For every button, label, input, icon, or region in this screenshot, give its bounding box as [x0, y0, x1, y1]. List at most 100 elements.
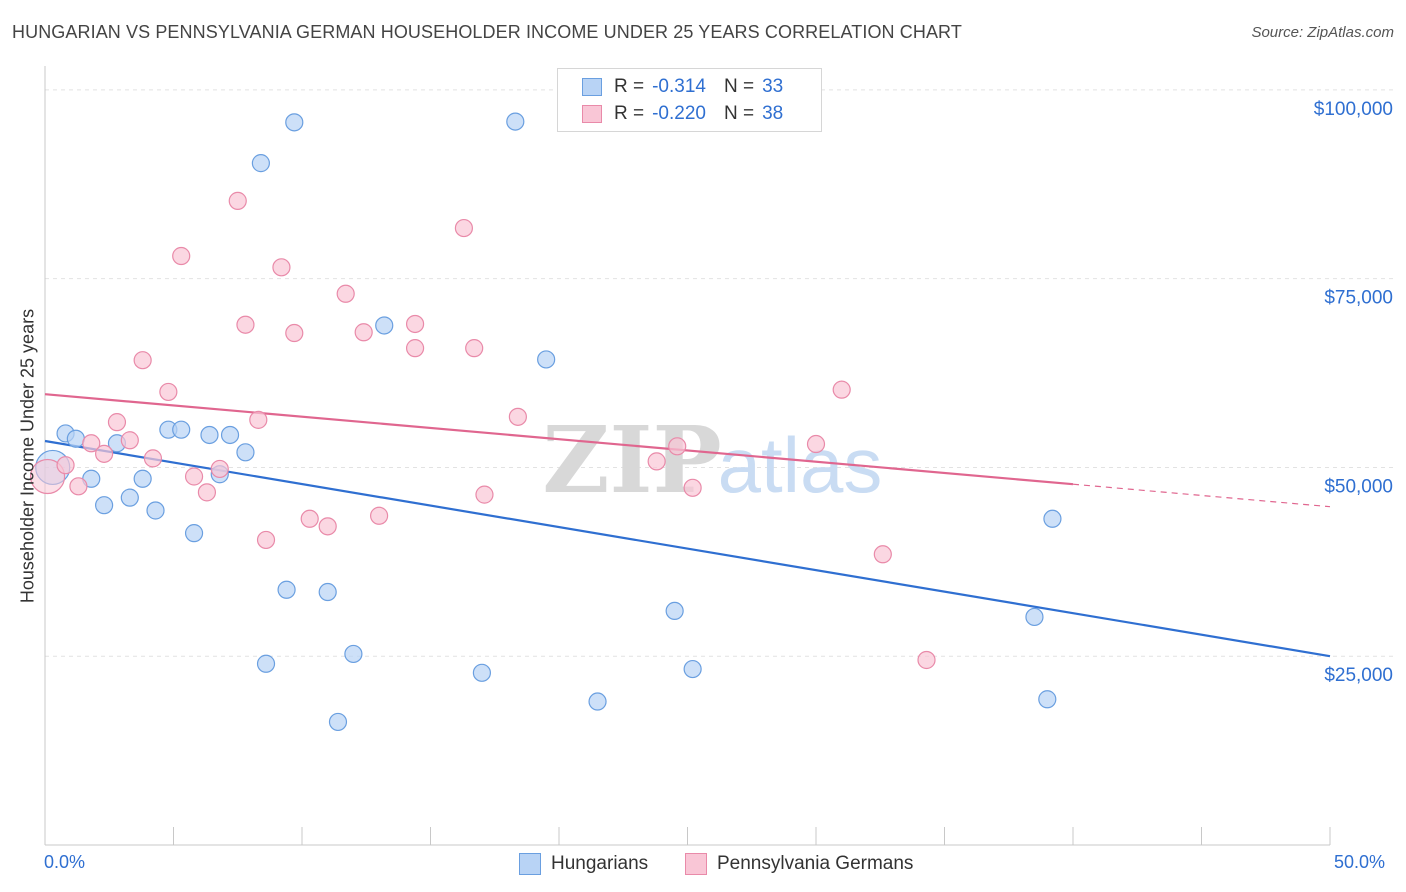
hungarian-point: [1043, 509, 1062, 528]
penn-german-point: [107, 413, 127, 432]
penn-german-point: [405, 339, 425, 358]
hungarian-point: [251, 154, 270, 173]
penn-german-point: [272, 258, 291, 277]
penn-german-point: [370, 506, 389, 525]
y-tick-label: $50,000: [1324, 476, 1393, 497]
hungarian-point: [66, 429, 85, 448]
hungarian-point: [133, 469, 152, 488]
penn-german-point: [228, 191, 247, 210]
penn-german-point: [236, 315, 255, 334]
penn-german-point: [82, 434, 101, 453]
pink-swatch: [685, 853, 707, 875]
penn-german-point: [29, 458, 66, 495]
hungarian-point: [236, 443, 255, 462]
penn-german-point: [249, 410, 268, 429]
y-tick-labels: $25,000 $50,000 $75,000 $100,000: [1314, 99, 1393, 686]
hungarian-point: [537, 350, 556, 369]
hungarian-point: [472, 663, 491, 682]
watermark: ZIP atlas: [542, 406, 882, 514]
hungarian-point: [256, 654, 276, 673]
hungarian-point: [318, 582, 337, 602]
blue-swatch: [519, 853, 541, 875]
penn-german-point: [405, 314, 425, 334]
legend-item-penn-germans: Pennsylvania Germans: [685, 852, 913, 876]
hungarian-point: [200, 425, 219, 445]
hungarian-point: [1038, 690, 1057, 709]
r-label: R =: [614, 76, 645, 97]
hungarian-point: [1025, 607, 1044, 627]
r-value: -0.220: [652, 103, 706, 124]
penn-german-point: [508, 407, 527, 426]
penn-german-point: [133, 351, 152, 370]
penn-german-point: [318, 517, 337, 536]
hungarian-point: [184, 524, 204, 543]
legend-label-penn-germans: Pennsylvania Germans: [717, 853, 914, 874]
penn-german-point: [454, 218, 474, 238]
hungarian-point: [277, 580, 296, 599]
y-tick-label: $75,000: [1324, 288, 1393, 309]
trend-lines: [44, 393, 1331, 658]
penn-german-point: [56, 456, 75, 475]
correlation-legend: R = -0.314 N = 33 R = -0.220 N = 38: [557, 68, 822, 132]
r-label: R =: [614, 103, 645, 124]
trend-line-extension: [1072, 483, 1331, 508]
watermark-zip: ZIP: [542, 406, 721, 514]
hungarian-point: [588, 692, 607, 711]
x-tick-max: 50.0%: [1334, 852, 1386, 872]
penn-german-point: [210, 459, 229, 479]
penn-german-point: [184, 467, 204, 486]
n-value: 33: [762, 76, 784, 97]
hungarian-point: [506, 112, 525, 131]
legend-label-hungarians: Hungarians: [551, 853, 649, 874]
legend-row-hungarians: R = -0.314 N = 33: [582, 75, 783, 99]
penn-german-point: [873, 545, 892, 564]
hungarian-point: [285, 113, 304, 132]
hungarian-point: [665, 601, 684, 621]
trend-line: [44, 393, 1074, 486]
grid-lines: [45, 89, 1393, 657]
r-value: -0.314: [652, 76, 706, 97]
penn-german-point: [69, 477, 88, 496]
penn-german-point: [647, 452, 666, 471]
data-points: [29, 112, 1062, 732]
n-label: N =: [723, 76, 755, 97]
penn-german-point: [354, 323, 373, 342]
hungarian-point: [120, 488, 139, 507]
blue-swatch: [582, 78, 602, 96]
penn-german-point: [683, 478, 702, 497]
pink-swatch: [582, 105, 602, 123]
penn-german-point: [120, 431, 139, 450]
hungarian-point: [220, 425, 240, 445]
penn-german-point: [256, 530, 276, 550]
penn-german-point: [172, 246, 191, 266]
legend-item-hungarians: Hungarians: [519, 852, 648, 876]
penn-german-point: [159, 382, 178, 402]
x-tick-min: 0.0%: [44, 852, 86, 872]
n-value: 38: [762, 103, 784, 124]
penn-german-point: [285, 323, 304, 343]
y-tick-label: $25,000: [1324, 665, 1393, 686]
n-label: N =: [723, 103, 755, 124]
penn-german-point: [475, 485, 494, 504]
legend-row-penn-germans: R = -0.220 N = 38: [582, 102, 783, 126]
hungarian-point: [375, 316, 394, 335]
penn-german-point: [197, 483, 217, 502]
hungarian-point: [146, 501, 165, 520]
source-label: Source: ZipAtlas.com: [1251, 24, 1394, 41]
penn-german-point: [917, 650, 936, 670]
hungarian-point: [683, 659, 702, 679]
y-tick-label: $100,000: [1314, 99, 1393, 120]
penn-german-point: [806, 434, 826, 454]
trend-line: [44, 439, 1331, 658]
penn-german-point: [668, 437, 687, 456]
hungarian-point: [172, 420, 191, 439]
penn-german-point: [832, 380, 851, 399]
penn-german-point: [95, 444, 114, 463]
hungarian-point: [95, 496, 114, 515]
penn-german-point: [300, 509, 319, 528]
hungarian-point: [344, 644, 363, 664]
penn-german-point: [143, 449, 163, 468]
hungarian-point: [328, 712, 348, 732]
penn-german-point: [465, 339, 484, 358]
